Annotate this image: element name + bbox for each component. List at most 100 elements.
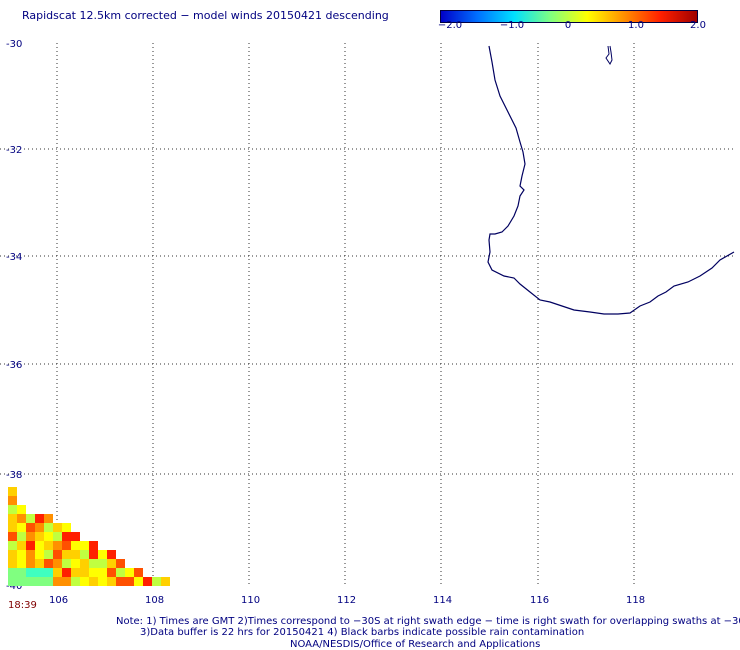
- swath-cell: [143, 577, 152, 586]
- swath-cell: [71, 568, 80, 577]
- swath-cell: [98, 568, 107, 577]
- note-line-1: Note: 1) Times are GMT 2)Times correspon…: [116, 616, 740, 627]
- swath-cell: [116, 559, 125, 568]
- map-title: Rapidscat 12.5km corrected − model winds…: [22, 9, 389, 22]
- swath-cell: [53, 559, 62, 568]
- swath-cell: [8, 532, 17, 541]
- swath-cell: [71, 532, 80, 541]
- swath-cell: [107, 568, 116, 577]
- swath-cell: [8, 487, 17, 496]
- swath-cell: [116, 577, 125, 586]
- swath-cell: [17, 523, 26, 532]
- swath-cell: [98, 550, 107, 559]
- swath-cell: [80, 577, 89, 586]
- lon-label: 108: [145, 595, 164, 606]
- swath-cell: [8, 568, 17, 577]
- swath-cell: [26, 550, 35, 559]
- swath-cell: [53, 568, 62, 577]
- coastline: [487, 45, 735, 315]
- swath-cell: [8, 541, 17, 550]
- swath-cell: [71, 559, 80, 568]
- swath-cell: [26, 514, 35, 523]
- swath-cell: [107, 550, 116, 559]
- swath-cell: [26, 523, 35, 532]
- swath-cell: [35, 541, 44, 550]
- swath-cell: [8, 523, 17, 532]
- lat-label: -38: [6, 470, 22, 481]
- swath-cell: [62, 568, 71, 577]
- swath-cell: [17, 532, 26, 541]
- lon-label: 112: [337, 595, 356, 606]
- swath-cell: [62, 577, 71, 586]
- swath-cell: [17, 505, 26, 514]
- swath-cell: [26, 568, 35, 577]
- swath-cell: [71, 577, 80, 586]
- swath-cell: [89, 559, 98, 568]
- swath-cell: [125, 568, 134, 577]
- swath-cell: [62, 532, 71, 541]
- note-line-3: NOAA/NESDIS/Office of Research and Appli…: [290, 639, 541, 650]
- note-line-2: 3)Data buffer is 22 hrs for 20150421 4) …: [140, 627, 585, 638]
- swath-cell: [62, 559, 71, 568]
- lon-label: 116: [530, 595, 549, 606]
- swath-cell: [107, 577, 116, 586]
- swath-cell: [17, 514, 26, 523]
- swath-cell: [35, 532, 44, 541]
- swath-cell: [53, 541, 62, 550]
- time-label: 18:39: [8, 600, 37, 611]
- swath-cell: [44, 523, 53, 532]
- swath-cell: [26, 532, 35, 541]
- swath-cell: [80, 559, 89, 568]
- lat-label: -40: [6, 581, 22, 592]
- swath-cell: [35, 523, 44, 532]
- coastline-island: [605, 45, 613, 65]
- swath-cell: [44, 559, 53, 568]
- swath-cell: [62, 523, 71, 532]
- swath-cell: [8, 577, 17, 586]
- colorbar-tick: −1.0: [499, 20, 525, 31]
- colorbar-tick: −2.0: [437, 20, 463, 31]
- swath-cell: [8, 514, 17, 523]
- swath-cell: [53, 523, 62, 532]
- swath-cell: [89, 568, 98, 577]
- lon-label: 114: [433, 595, 452, 606]
- swath-cell: [26, 577, 35, 586]
- wind-swath: [8, 487, 170, 586]
- lat-label: -36: [6, 360, 22, 371]
- swath-cell: [62, 541, 71, 550]
- swath-cell: [71, 550, 80, 559]
- swath-cell: [35, 550, 44, 559]
- swath-cell: [125, 577, 134, 586]
- lat-label: -34: [6, 252, 22, 263]
- swath-cell: [44, 550, 53, 559]
- swath-cell: [17, 559, 26, 568]
- swath-cell: [44, 577, 53, 586]
- swath-cell: [35, 514, 44, 523]
- swath-cell: [53, 532, 62, 541]
- colorbar-tick: 2.0: [690, 20, 706, 31]
- swath-cell: [98, 559, 107, 568]
- swath-cell: [152, 577, 161, 586]
- swath-cell: [35, 568, 44, 577]
- swath-cell: [26, 541, 35, 550]
- lat-label: -30: [6, 39, 22, 50]
- swath-cell: [17, 568, 26, 577]
- swath-cell: [89, 541, 98, 550]
- swath-cell: [17, 550, 26, 559]
- swath-cell: [53, 577, 62, 586]
- swath-cell: [8, 559, 17, 568]
- swath-cell: [44, 532, 53, 541]
- swath-cell: [53, 550, 62, 559]
- swath-cell: [98, 577, 107, 586]
- swath-cell: [71, 541, 80, 550]
- lon-label: 110: [241, 595, 260, 606]
- lon-label: 106: [49, 595, 68, 606]
- swath-cell: [26, 559, 35, 568]
- swath-cell: [44, 568, 53, 577]
- swath-cell: [17, 541, 26, 550]
- colorbar-tick: 1.0: [628, 20, 644, 31]
- swath-cell: [134, 577, 143, 586]
- swath-cell: [8, 550, 17, 559]
- swath-cell: [107, 559, 116, 568]
